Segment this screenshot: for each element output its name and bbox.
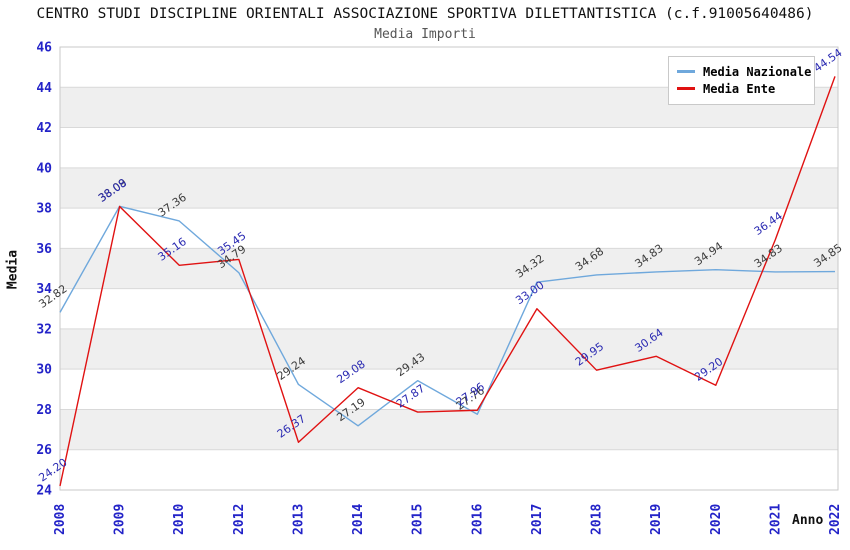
y-tick-label: 26: [36, 443, 52, 458]
legend-line-sample-red: [677, 87, 695, 90]
x-tick-label: 2013: [291, 504, 306, 535]
x-tick-label: 2019: [649, 504, 664, 535]
x-tick-label: 2021: [768, 504, 783, 535]
plot-band: [60, 167, 838, 209]
x-tick-label: 2017: [530, 504, 545, 535]
series-line-media-ente: [59, 76, 836, 487]
x-tick-label: 2022: [828, 504, 843, 535]
y-tick-label: 44: [36, 81, 52, 96]
x-tick-label: 2012: [232, 504, 247, 535]
y-tick-label: 36: [36, 242, 52, 257]
x-tick-label: 2014: [351, 504, 366, 535]
plot-band: [60, 449, 838, 490]
plot-band: [60, 248, 838, 289]
x-tick-label: 2010: [172, 504, 187, 535]
x-tick-label: 2008: [53, 504, 68, 535]
y-tick-label: 24: [36, 484, 52, 499]
legend-label: Media Nazionale: [703, 64, 812, 79]
y-tick-label: 38: [36, 202, 52, 217]
y-tick-label: 30: [36, 363, 52, 378]
plot-band: [60, 208, 838, 249]
legend-label: Media Ente: [703, 81, 776, 96]
series-line-media-nazionale: [59, 205, 836, 427]
plot-border: [59, 46, 839, 491]
plot-band: [60, 369, 838, 410]
x-tick-label: 2018: [590, 504, 605, 535]
legend-line-sample-blue: [677, 70, 695, 73]
y-axis-title: Media: [5, 249, 21, 290]
x-tick-label: 2016: [470, 504, 485, 535]
chart-subtitle: Media Importi: [374, 27, 476, 42]
y-tick-label: 46: [36, 41, 52, 56]
legend-item-media-ente: Media Ente: [677, 80, 806, 97]
chart-title: CENTRO STUDI DISCIPLINE ORIENTALI ASSOCI…: [36, 6, 814, 22]
x-tick-label: 2015: [411, 504, 426, 535]
y-tick-label: 32: [36, 322, 52, 337]
plot-band: [60, 127, 838, 168]
plot-band: [60, 328, 838, 370]
plot-band: [60, 288, 838, 329]
x-tick-label: 2009: [113, 504, 128, 535]
y-tick-label: 28: [36, 403, 52, 418]
y-tick-label: 40: [36, 161, 52, 176]
plot-band: [60, 409, 838, 450]
y-tick-label: 34: [36, 282, 52, 297]
y-tick-label: 42: [36, 121, 52, 136]
x-axis-title: Anno: [792, 513, 824, 528]
legend-item-media-nazionale: Media Nazionale: [677, 63, 811, 80]
chart-legend: Media Nazionale Media Ente: [668, 56, 815, 105]
x-tick-label: 2020: [709, 504, 724, 535]
